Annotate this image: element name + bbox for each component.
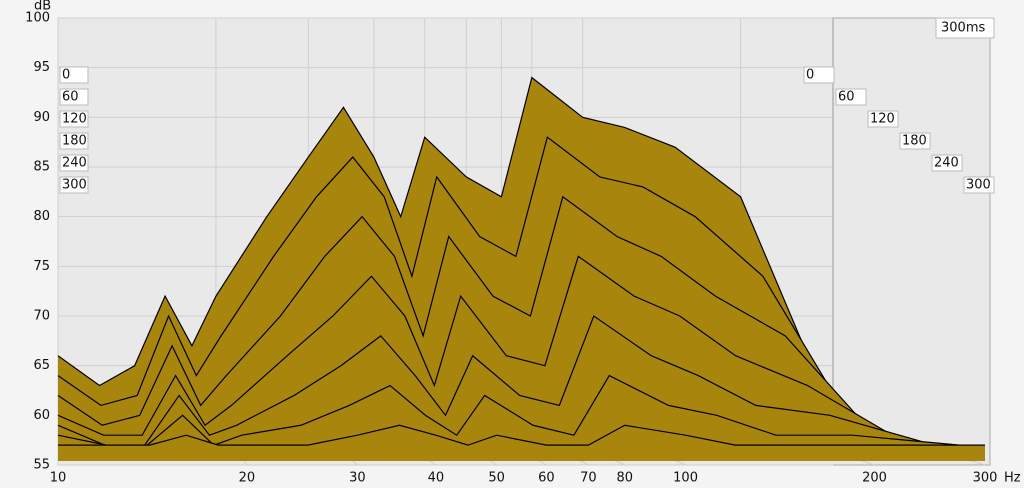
y-tick-label: 55 — [33, 458, 50, 473]
y-tick-label: 65 — [33, 358, 50, 373]
slice-area — [58, 375, 960, 461]
z-tick-label: 60 — [62, 90, 79, 105]
y-tick-label: 90 — [33, 110, 50, 125]
z-tick-box — [931, 154, 963, 172]
z-tick-box — [59, 176, 89, 194]
slice-line — [57, 76, 834, 416]
x-tick-label: 80 — [616, 471, 633, 486]
z-tick-label: 300 — [62, 178, 87, 193]
z-tick-box — [803, 66, 835, 84]
z-tick-box — [59, 110, 89, 128]
slice-area — [58, 425, 985, 461]
y-tick-label: 95 — [33, 60, 50, 75]
x-tick-label: 10 — [50, 471, 67, 486]
y-tick-label: 60 — [33, 408, 50, 423]
slice-line — [58, 424, 985, 446]
z-tick-box — [835, 88, 867, 106]
x-axis-label: Hz — [1004, 471, 1021, 486]
z-tick-label: 300 — [966, 178, 991, 193]
z-tick-label: 0 — [806, 68, 814, 83]
y-tick-label: 70 — [33, 309, 50, 324]
z-tick-box — [867, 110, 899, 128]
z-tick-box — [59, 154, 89, 172]
time-range-label: 300ms — [941, 21, 985, 36]
y-tick-label: 100 — [25, 11, 50, 26]
slice-line — [57, 195, 885, 446]
y-tick-label: 75 — [33, 259, 50, 274]
y-axis-label: dB — [34, 0, 51, 14]
x-tick-label: 300 — [973, 471, 998, 486]
x-tick-label: 50 — [488, 471, 505, 486]
z-tick-label: 0 — [62, 68, 70, 83]
z-tick-label: 120 — [62, 112, 87, 127]
y-tick-label: 85 — [33, 160, 50, 175]
slice-line — [57, 136, 859, 436]
x-tick-label: 30 — [349, 471, 366, 486]
x-tick-label: 70 — [580, 471, 597, 486]
y-tick-label: 80 — [33, 209, 50, 224]
x-tick-label: 60 — [538, 471, 555, 486]
slice-line — [57, 374, 960, 446]
z-tick-label: 120 — [870, 112, 895, 127]
z-tick-box — [899, 132, 931, 150]
x-tick-label: 100 — [673, 471, 698, 486]
slice-line — [57, 315, 935, 446]
x-tick-label: 20 — [239, 471, 256, 486]
z-tick-box — [59, 88, 89, 106]
z-tick-box — [59, 66, 89, 84]
z-tick-label: 240 — [62, 156, 87, 171]
z-tick-label: 240 — [934, 156, 959, 171]
x-tick-label: 200 — [862, 471, 887, 486]
x-tick-label: 40 — [428, 471, 445, 486]
z-tick-label: 180 — [62, 134, 87, 149]
z-tick-label: 60 — [838, 90, 855, 105]
z-tick-label: 180 — [902, 134, 927, 149]
z-tick-box — [963, 176, 995, 194]
z-tick-box — [59, 132, 89, 150]
time-range-box — [935, 17, 995, 39]
slice-line — [57, 255, 910, 446]
